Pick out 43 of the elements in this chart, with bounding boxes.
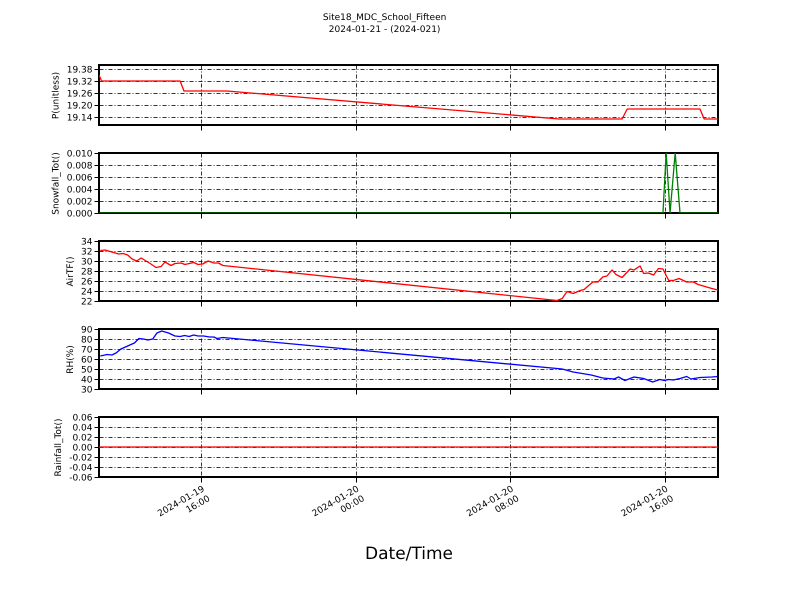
y-tick-label: 70 (81, 346, 93, 356)
y-axis-title: AirTF() (66, 256, 76, 287)
line-series (100, 249, 718, 301)
y-tick-label: 34 (81, 238, 93, 248)
x-axis-title: Date/Time (365, 544, 453, 564)
y-axis-title: Snowfall_Tot() (52, 152, 62, 215)
y-tick-label: 0.00 (72, 444, 93, 454)
y-tick-label: 0.02 (72, 434, 92, 444)
y-tick-label: 0.04 (72, 424, 93, 434)
line-series (100, 330, 718, 383)
y-tick-label: 0.000 (66, 210, 93, 220)
line-series (99, 74, 718, 120)
chart-title: Site18_MDC_School_Fifteen (322, 13, 446, 23)
y-tick-label: 24 (81, 288, 93, 298)
y-tick-label: 0.06 (72, 414, 93, 424)
y-tick-label: 0.006 (66, 174, 93, 184)
y-tick-label: 90 (81, 326, 93, 336)
y-tick-label: 30 (81, 258, 93, 268)
y-tick-label: -0.02 (69, 454, 92, 464)
y-tick-label: -0.04 (69, 464, 93, 474)
y-axis-title: Rainfall_Tot() (54, 418, 64, 476)
y-tick-label: 60 (81, 356, 93, 366)
y-tick-label: -0.06 (69, 474, 93, 484)
y-tick-label: 0.008 (66, 162, 93, 172)
y-tick-label: 40 (81, 376, 93, 386)
y-tick-label: 32 (81, 248, 92, 258)
y-tick-label: 26 (81, 278, 93, 288)
y-axis-title: P(unitless) (52, 72, 62, 120)
y-tick-label: 0.002 (66, 198, 92, 208)
chart-subtitle: 2024-01-21 - (2024-021) (328, 25, 440, 35)
y-tick-label: 19.20 (66, 102, 93, 112)
y-tick-label: 0.004 (66, 186, 93, 196)
y-tick-label: 80 (81, 336, 93, 346)
y-tick-label: 19.38 (66, 66, 93, 76)
y-tick-label: 28 (81, 268, 93, 278)
y-tick-label: 19.26 (66, 90, 93, 100)
y-tick-label: 50 (81, 366, 93, 376)
y-tick-label: 19.32 (66, 78, 92, 88)
y-tick-label: 30 (81, 386, 93, 396)
y-tick-label: 22 (81, 298, 92, 308)
y-axis-title: RH(%) (66, 345, 76, 374)
y-tick-label: 0.010 (66, 150, 93, 160)
y-tick-label: 19.14 (66, 114, 93, 124)
